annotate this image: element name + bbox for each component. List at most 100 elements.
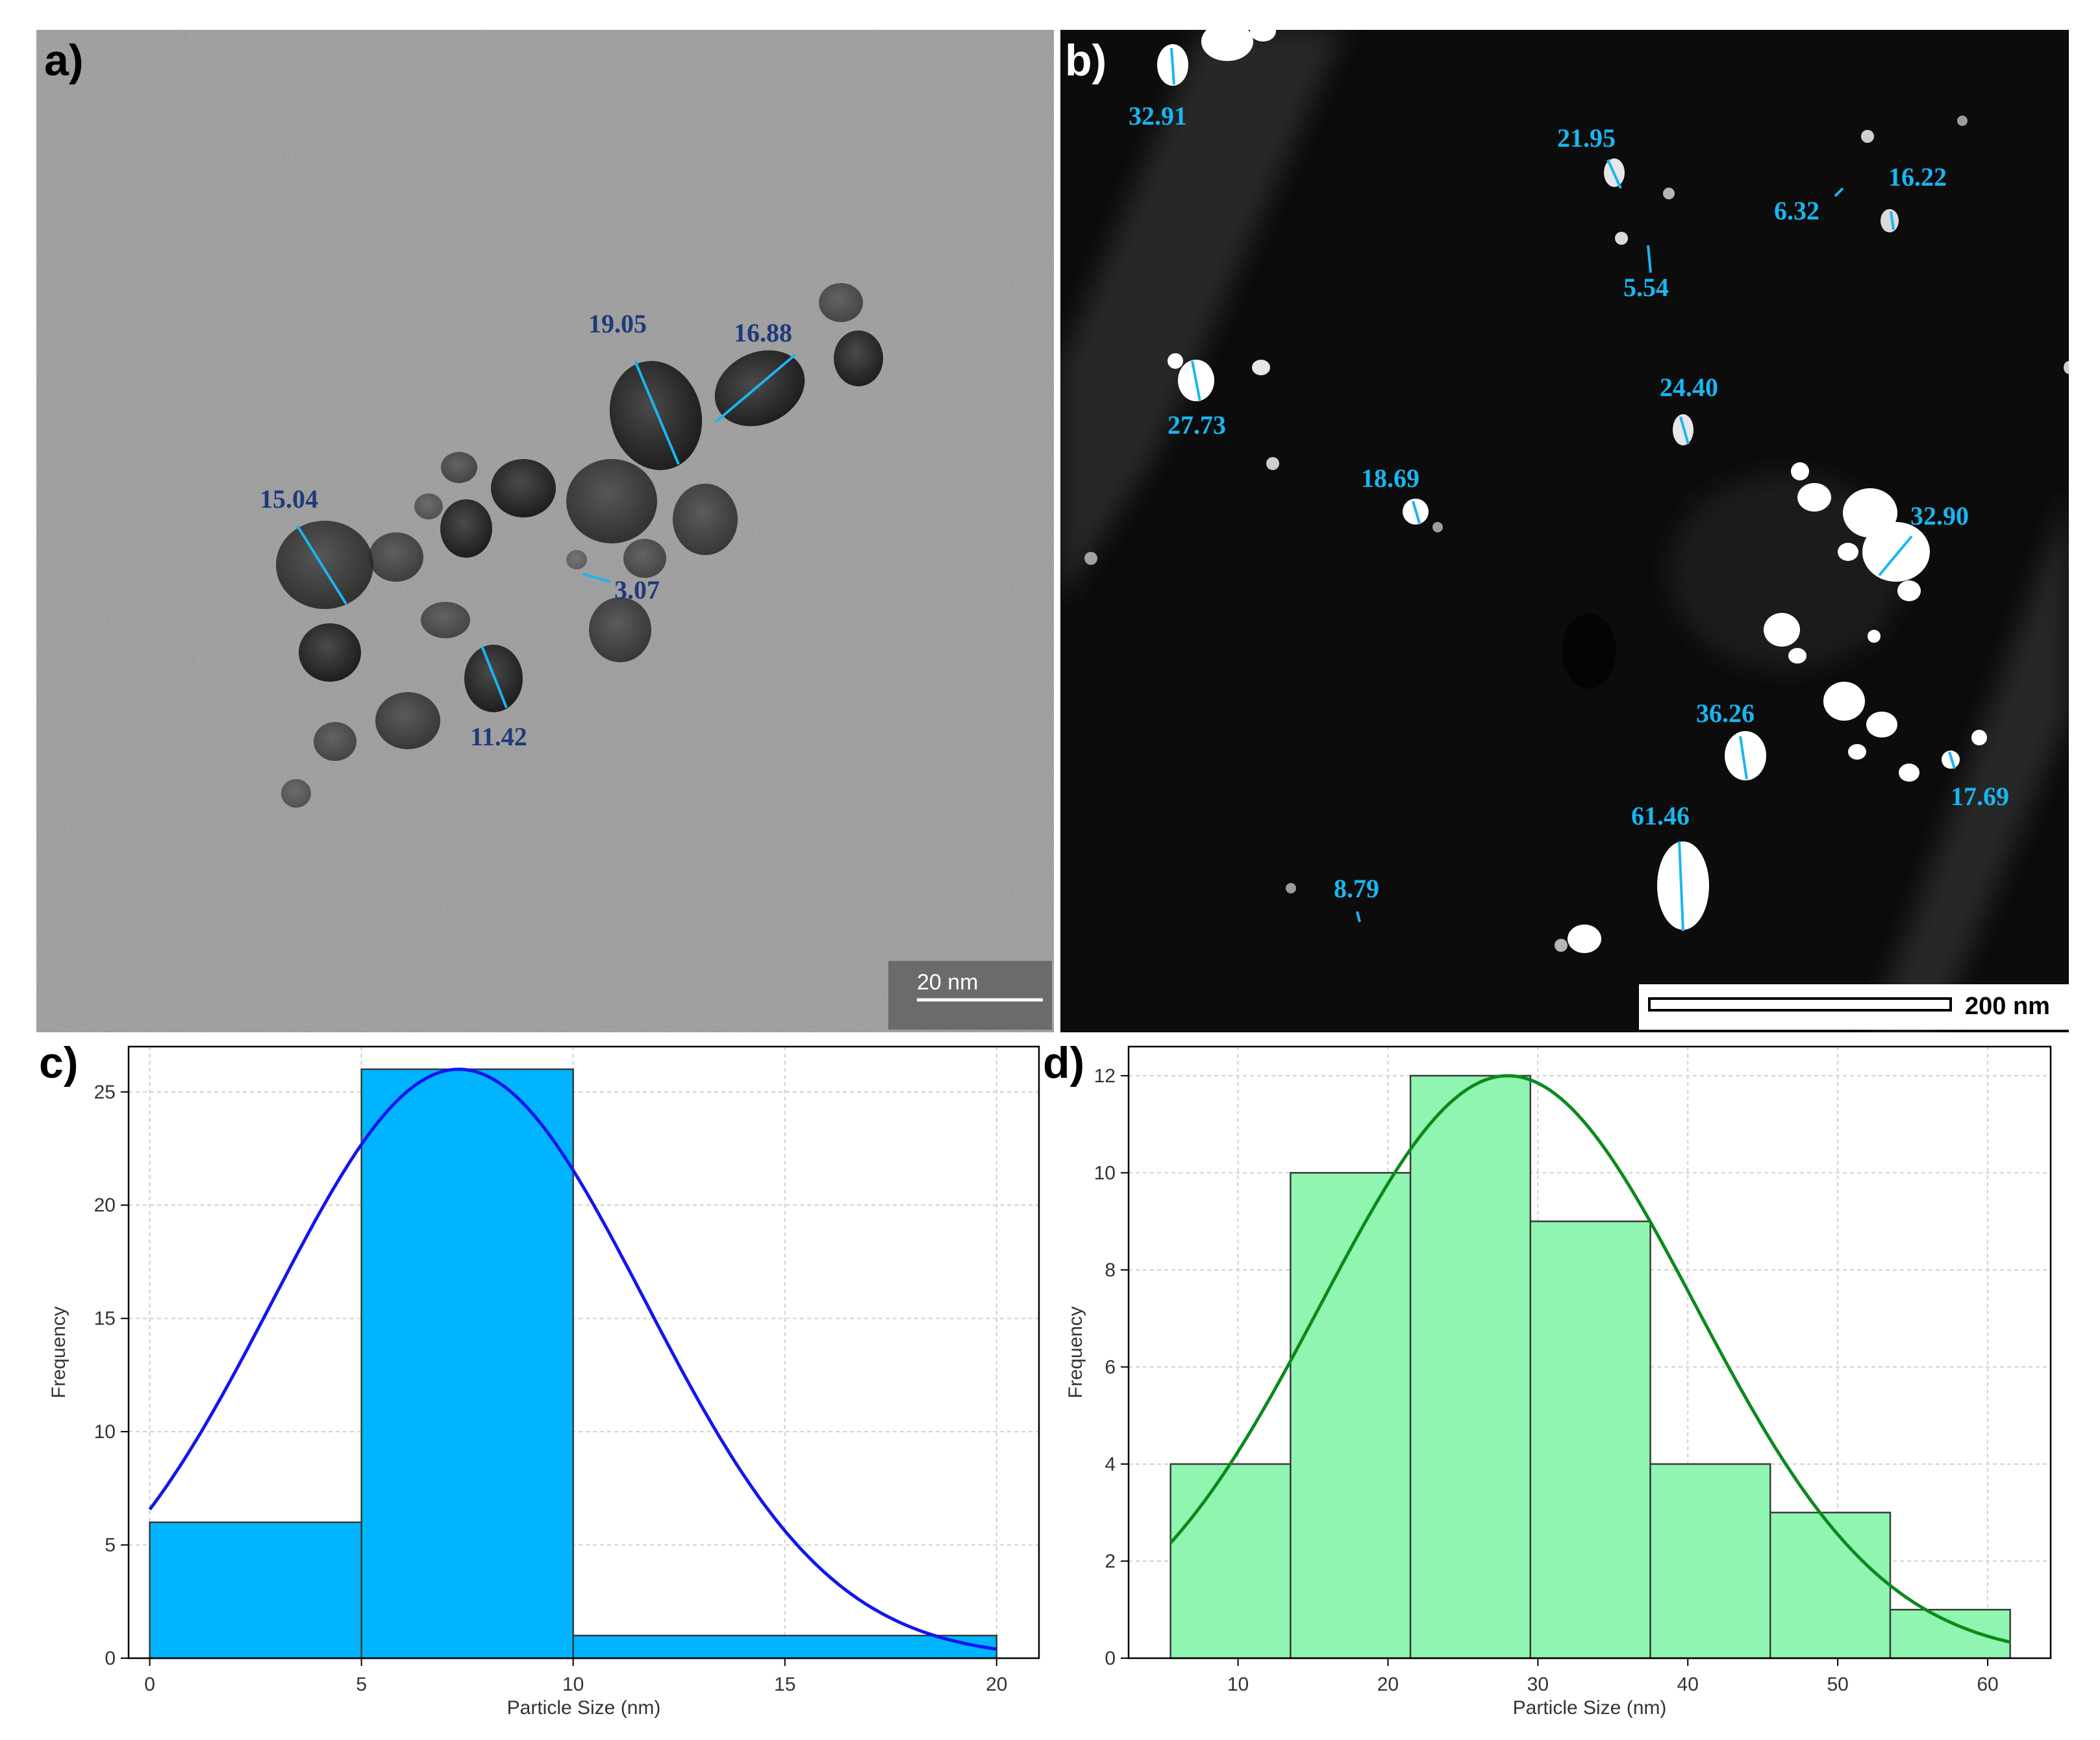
particle: [819, 283, 863, 322]
measure-label: 15.04: [260, 484, 318, 514]
particle: [314, 722, 356, 761]
particle: [440, 499, 492, 558]
y-ticks: 0 5 10 15 20 25: [94, 1082, 129, 1669]
particle: [1788, 648, 1806, 664]
particle: [589, 597, 651, 662]
measure-label: 5.54: [1623, 273, 1669, 302]
measure-line: [1834, 187, 1844, 197]
measure-label: 27.73: [1168, 410, 1226, 440]
particle: [1286, 883, 1296, 893]
measure-line: [1948, 751, 1956, 769]
measure-label: 18.69: [1361, 464, 1419, 493]
histogram-bar: [1529, 1220, 1651, 1659]
tem-scale-bar: 20 nm: [888, 961, 1052, 1030]
particle: [1555, 939, 1568, 952]
x-axis-label: Particle Size (nm): [1513, 1697, 1667, 1719]
histogram-bar: [1169, 1463, 1292, 1659]
y-tick-label: 0: [105, 1648, 116, 1669]
histogram-d: 10 20 30 40 50 60 0 2 4 6 8 10 12 Particle Size (nm…: [1043, 1038, 2052, 1719]
measure-line: [582, 573, 611, 583]
x-tick-label: 40: [1677, 1674, 1699, 1695]
particle: [369, 532, 423, 582]
measure-line: [1890, 211, 1895, 230]
y-tick-label: 20: [94, 1195, 116, 1216]
measure-line: [296, 525, 347, 605]
particle: [1084, 552, 1097, 565]
stem-support-film: [1060, 30, 2069, 1032]
particle: [1868, 630, 1881, 643]
particle: [1615, 232, 1628, 245]
particle: [1971, 730, 1987, 745]
panel-label-a: a): [44, 36, 83, 85]
measure-label: 61.46: [1631, 801, 1690, 830]
y-tick-label: 6: [1105, 1356, 1116, 1378]
bars: [1169, 1075, 2011, 1659]
histogram-bar: [360, 1068, 574, 1659]
bars: [149, 1068, 998, 1659]
measure-label: 16.88: [734, 318, 792, 347]
stem-measure-labels: 32.91 21.95 16.22 6.32 5.54 27.73 24.40 …: [1129, 101, 2009, 903]
y-axis-label: Frequency: [48, 1306, 69, 1398]
measure-line: [481, 645, 508, 708]
particle: [1848, 744, 1866, 760]
measure-label: 32.90: [1910, 501, 1969, 530]
measure-line: [1739, 736, 1748, 780]
panel-label-b: b): [1065, 36, 1106, 85]
scale-bar-box: [888, 961, 1052, 1030]
particle: [1866, 712, 1897, 738]
panel-b-stem-image: 32.91 21.95 16.22 6.32 5.54 27.73 24.40 …: [1060, 30, 2069, 1032]
particle: [834, 330, 883, 386]
particle: [1797, 483, 1831, 512]
measure-line: [1412, 501, 1421, 524]
histogram-bar: [1769, 1511, 1892, 1659]
particle: [1266, 457, 1279, 470]
y-tick-label: 25: [94, 1082, 116, 1103]
x-tick-label: 50: [1827, 1674, 1848, 1695]
stem-scale-bar: 200 nm: [1639, 984, 2069, 1030]
measure-line: [1170, 47, 1175, 85]
plot-frame: [1127, 1045, 2052, 1659]
measure-line: [1191, 360, 1201, 402]
scale-bar-line: [1648, 997, 1952, 1012]
measure-line: [1356, 911, 1361, 923]
y-tick-label: 12: [1094, 1065, 1116, 1087]
measure-label: 16.22: [1888, 162, 1947, 192]
dark-spot: [1562, 614, 1616, 689]
particle: [414, 493, 443, 519]
y-tick-label: 8: [1105, 1260, 1116, 1281]
y-tick-label: 10: [94, 1421, 116, 1443]
measure-label: 24.40: [1660, 373, 1718, 402]
y-ticks: 0 2 4 6 8 10 12: [1094, 1065, 1129, 1669]
y-axis-label: Frequency: [1065, 1306, 1086, 1398]
particle: [1250, 30, 1276, 42]
panel-label-d: d): [1043, 1038, 1084, 1088]
scale-bar-label: 200 nm: [1965, 993, 2050, 1020]
y-tick-label: 0: [1105, 1648, 1116, 1669]
histogram-bar: [1409, 1075, 1532, 1659]
measure-label: 36.26: [1696, 699, 1755, 728]
measure-label: 19.05: [588, 309, 647, 338]
panel-label-c: c): [39, 1038, 78, 1088]
y-tick-label: 5: [105, 1535, 116, 1556]
x-tick-label: 0: [144, 1674, 155, 1695]
histogram-c: 0 5 10 15 20 0 5 10 15 20 25 Particle Size (nm) F…: [39, 1038, 1040, 1719]
panel-a-tem-image: 19.05 16.88 15.04 3.07 11.42 20 nm a): [36, 30, 1054, 1032]
particle: [281, 779, 311, 808]
tem-measure-lines: [296, 353, 797, 708]
particle: [1838, 543, 1858, 561]
particle: [1168, 353, 1183, 369]
x-tick-label: 20: [1377, 1674, 1399, 1695]
measure-label: 21.95: [1557, 123, 1616, 153]
y-tick-label: 10: [1094, 1162, 1116, 1184]
y-tick-label: 4: [1105, 1454, 1116, 1475]
particle: [299, 623, 361, 682]
x-tick-label: 20: [986, 1674, 1007, 1695]
x-ticks: 10 20 30 40 50 60: [1227, 1658, 1999, 1695]
particle: [566, 459, 657, 543]
histogram-bar: [572, 1634, 998, 1659]
x-tick-label: 10: [562, 1674, 584, 1695]
particle: [1252, 360, 1270, 375]
measure-line: [1678, 841, 1684, 932]
particle: [1881, 209, 1899, 232]
